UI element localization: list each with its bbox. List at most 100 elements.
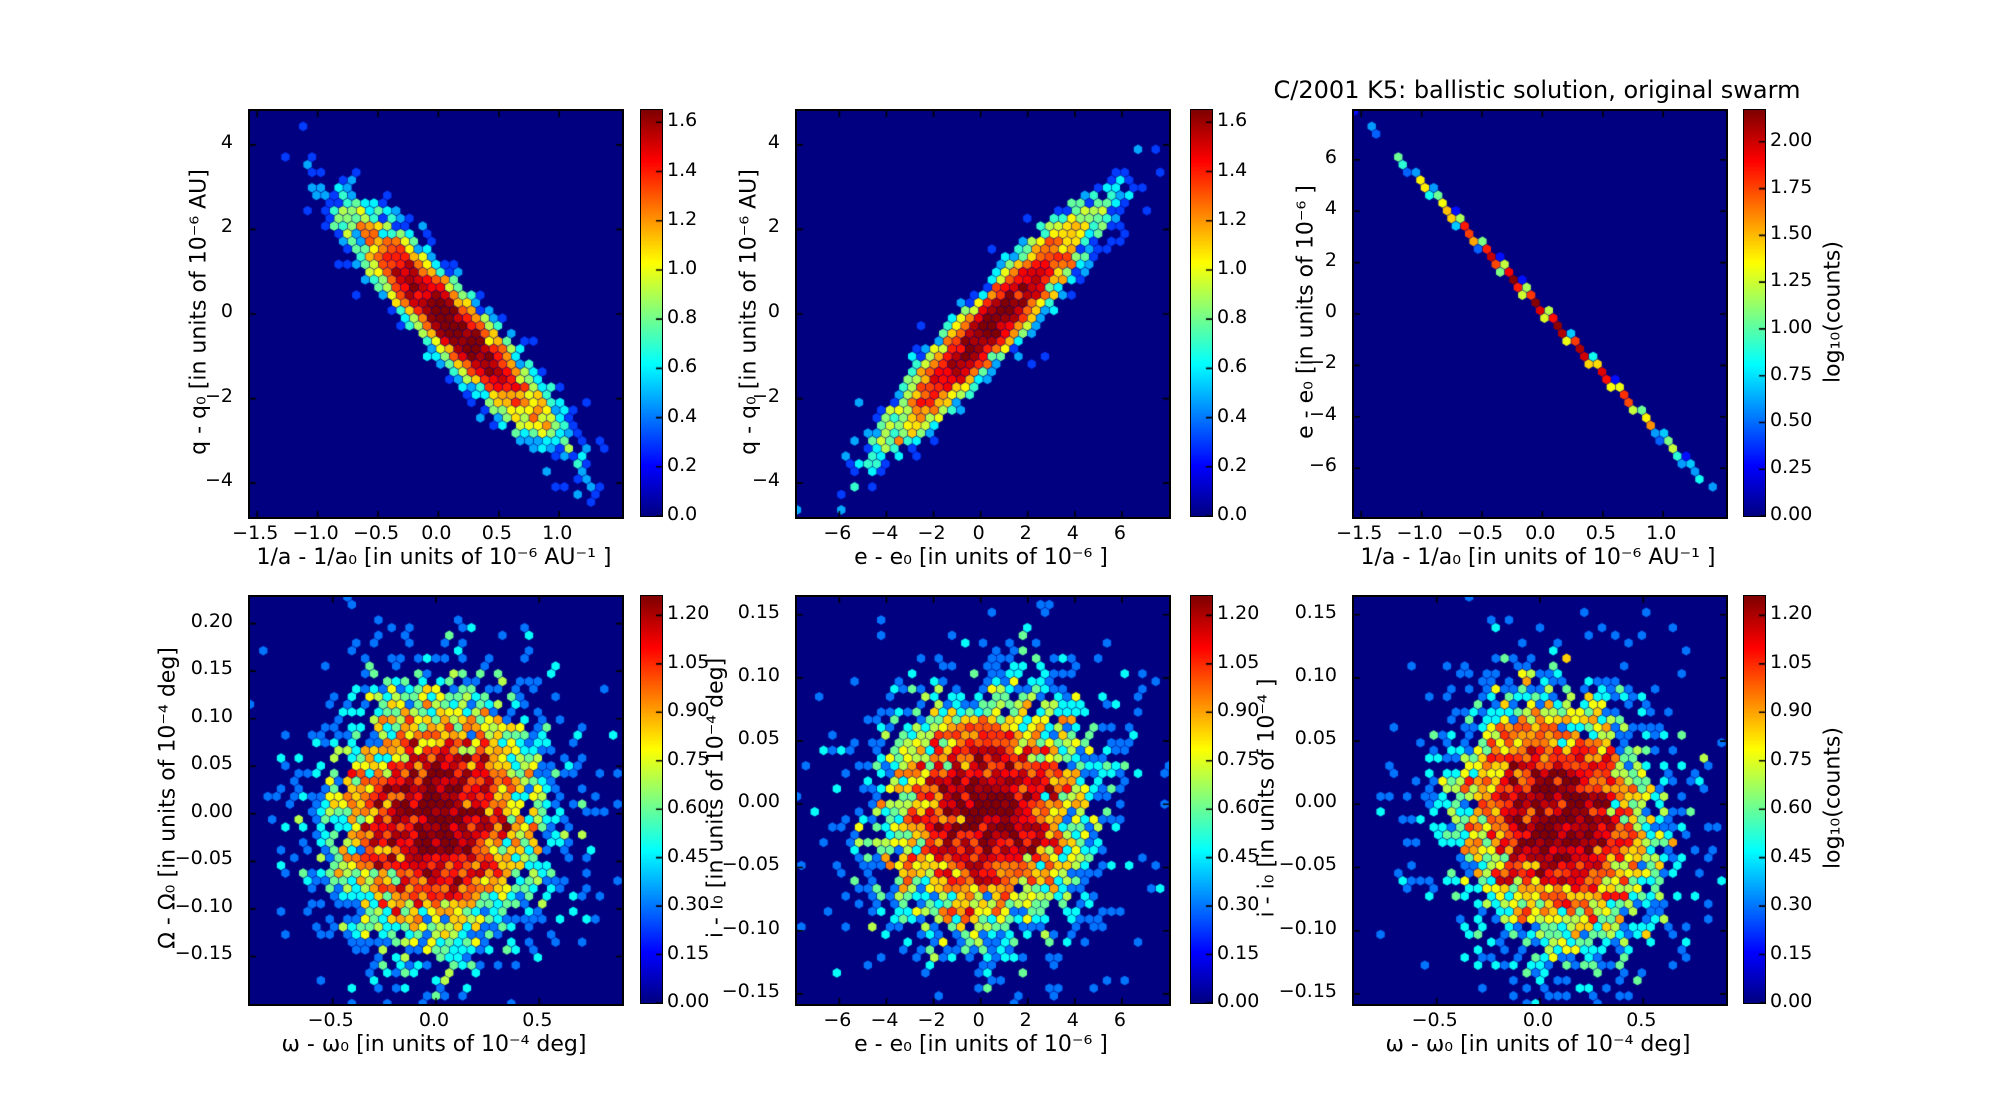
tick-label: 0.30 [1217,892,1260,915]
tick-label: 4 [1066,522,1079,544]
tick-label: 0.45 [667,844,710,867]
colorbar-tick-labels: 1.20 1.05 0.90 0.75 0.60 0.45 0.30 0.15 0.00 [667,595,727,1012]
tick-label: −2 [1308,351,1337,374]
figure-title: C/2001 K5: ballistic solution, original … [1273,76,1801,104]
tick-label: 0.10 [1294,663,1337,686]
tick-label: −1.5 [1336,522,1383,544]
tick-label: 0.45 [1770,844,1813,867]
colorbar-tick-labels: 1.20 1.05 0.90 0.75 0.60 0.45 0.30 0.15 0.00 [1217,595,1277,1012]
tick-label: −0.05 [721,853,780,876]
tick-label: 0.45 [1217,844,1260,867]
tick-label: −0.15 [174,942,233,965]
tick-label: 0.6 [667,355,698,378]
tick-label: 0.00 [1294,790,1337,813]
tick-label: −4 [751,469,780,492]
tick-label: 0.05 [190,752,233,775]
tick-label: 0.00 [190,799,233,822]
tick-label: 0.15 [1294,600,1337,623]
tick-label: 0 [972,1009,985,1031]
tick-label: 0.90 [667,699,710,722]
colorbar [640,595,663,1004]
tick-label: −0.5 [1411,1009,1458,1031]
tick-label: 2.00 [1770,128,1813,151]
y-axis-label: q - q₀ [in units of 10⁻⁶ AU] [736,169,762,455]
colorbar [1190,109,1213,517]
tick-label: 1.05 [667,650,710,673]
tick-label: 0.05 [737,726,780,749]
tick-label: 0.2 [1217,453,1248,476]
y-tick-labels: 4 2 0 −2 −4 [160,109,240,515]
colorbar [1190,595,1213,1004]
tick-label: 0.0 [1525,522,1556,544]
tick-label: 0.50 [1770,409,1813,432]
tick-label: 0.00 [1770,989,1813,1012]
tick-label: 0.60 [1770,796,1813,819]
tick-label: 1.0 [1646,522,1677,544]
tick-label: 1.0 [667,256,698,279]
tick-label: 1.0 [1217,256,1248,279]
tick-label: −0.10 [174,894,233,917]
tick-label: 0.75 [1770,362,1813,385]
tick-label: 0.60 [667,796,710,819]
tick-label: 0.0 [418,1009,450,1031]
tick-label: 0.0 [1522,1009,1554,1031]
hexbin-plot-canvas [1352,595,1728,1006]
x-tick-labels: −6 −4 −2 0 2 4 6 [795,1004,1167,1031]
y-tick-labels: 0.15 0.10 0.05 0.00 −0.05 −0.10 −0.15 [1264,595,1344,1002]
colorbar-label: log₁₀(counts) [1820,727,1846,869]
tick-label: 0.10 [737,663,780,686]
tick-label: 0.4 [1217,404,1248,427]
x-tick-labels: −6 −4 −2 0 2 4 6 [795,517,1167,544]
hexbin-plot-canvas [795,595,1171,1006]
tick-label: 0.15 [737,600,780,623]
tick-label: 0.0 [421,522,452,544]
tick-label: 1.2 [667,207,698,230]
tick-label: 0.05 [1294,726,1337,749]
y-axis-label: e - e₀ [in units of 10⁻⁶ ] [1293,185,1319,439]
tick-label: 0 [220,299,233,322]
tick-label: 0 [972,522,985,544]
tick-label: 1.6 [667,109,698,132]
tick-label: 4 [1324,197,1337,220]
tick-label: −4 [870,1009,899,1031]
tick-label: 1.50 [1770,222,1813,245]
tick-label: 2 [1019,522,1032,544]
tick-label: 0.00 [737,790,780,813]
tick-label: 0.30 [1770,892,1813,915]
tick-label: 1.4 [1217,158,1248,181]
tick-label: 0.60 [1217,796,1260,819]
tick-label: 0 [1324,299,1337,322]
y-axis-label: Ω - Ω₀ [in units of 10⁻⁴ deg] [155,647,181,949]
tick-label: −4 [870,522,899,544]
tick-label: 0 [767,299,780,322]
colorbar [640,109,663,517]
hexbin-plot-canvas [1352,109,1728,519]
tick-label: 1.05 [1217,650,1260,673]
tick-label: 0.75 [1770,747,1813,770]
tick-label: −4 [204,469,233,492]
colorbar-tick-labels: 2.00 1.75 1.50 1.25 1.00 0.75 0.50 0.25 0.00 [1770,109,1830,525]
tick-label: −6 [823,522,852,544]
tick-label: 0.90 [1217,699,1260,722]
tick-label: 1.00 [1770,315,1813,338]
tick-label: −2 [917,1009,946,1031]
x-tick-labels: −1.5 −1.0 −0.5 0.0 0.5 1.0 [1336,517,1724,544]
tick-label: −0.05 [174,847,233,870]
tick-label: −2 [204,384,233,407]
x-axis-label: e - e₀ [in units of 10⁻⁶ ] [854,545,1108,570]
tick-label: 1.20 [1770,602,1813,625]
tick-label: 2 [1324,248,1337,271]
tick-label: −6 [823,1009,852,1031]
tick-label: −0.5 [1456,522,1504,544]
x-axis-label: 1/a - 1/a₀ [in units of 10⁻⁶ AU⁻¹ ] [1360,545,1716,570]
colorbar-tick-labels: 1.6 1.4 1.2 1.0 0.8 0.6 0.4 0.2 0.0 [1217,109,1277,525]
tick-label: 6 [1113,522,1126,544]
x-axis-label: ω - ω₀ [in units of 10⁻⁴ deg] [1385,1032,1691,1057]
tick-label: −0.15 [721,979,780,1002]
tick-label: 1.75 [1770,175,1813,198]
y-axis-label: i - i₀ [in units of 10⁻⁴ ] [1254,678,1280,918]
tick-label: 0.8 [667,306,698,329]
tick-label: 0.20 [190,609,233,632]
x-axis-label: ω - ω₀ [in units of 10⁻⁴ deg] [281,1032,587,1057]
